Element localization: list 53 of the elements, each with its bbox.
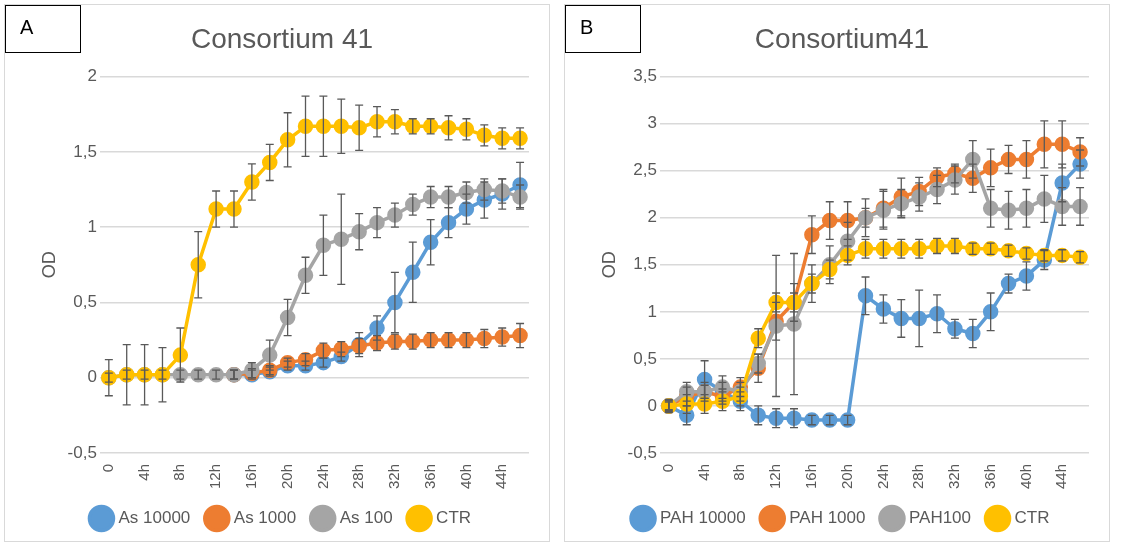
legend-label: CTR xyxy=(1014,508,1050,528)
x-tick-label: 20h xyxy=(277,463,295,489)
x-tick-label: 4h xyxy=(694,463,712,481)
text: A xyxy=(5,5,81,53)
legend-label: As 1000 xyxy=(233,508,297,528)
x-tick-label: 40h xyxy=(456,463,474,489)
x-tick-label: 24h xyxy=(313,463,331,489)
x-tick-label: 28h xyxy=(909,463,927,489)
x-tick-label: 24h xyxy=(873,463,891,489)
y-tick-label: 0 xyxy=(87,367,97,387)
x-tick-label: 32h xyxy=(945,463,963,489)
x-tick-label: 40h xyxy=(1016,463,1034,489)
legend-label: PAH 1000 xyxy=(789,508,866,528)
x-tick-label: 0 xyxy=(658,463,676,473)
x-tick-label: 16h xyxy=(802,463,820,489)
x-tick-label: 44h xyxy=(1052,463,1070,489)
legend-label: CTR xyxy=(436,508,472,528)
x-tick-label: 36h xyxy=(980,463,998,489)
x-tick-label: 8h xyxy=(170,463,188,481)
y-tick-label: 1,5 xyxy=(73,141,97,161)
x-tick-label: 36h xyxy=(420,463,438,489)
x-tick-label: 44h xyxy=(492,463,510,489)
y-tick-label: 1 xyxy=(647,301,657,321)
y-tick-label: -0,5 xyxy=(627,442,657,462)
y-axis-title: OD xyxy=(38,251,59,279)
y-tick-label: 3 xyxy=(647,113,657,133)
chart-title: Consortium 41 xyxy=(190,22,374,54)
y-tick-label: 0,5 xyxy=(633,348,657,368)
x-tick-label: 16h xyxy=(242,463,260,489)
chart-title: Consortium41 xyxy=(754,22,930,54)
y-tick-label: 0,5 xyxy=(73,292,97,312)
x-tick-label: 8h xyxy=(730,463,748,481)
y-axis-title: OD xyxy=(598,251,619,279)
y-tick-label: 1,5 xyxy=(633,254,657,274)
x-tick-label: 4h xyxy=(134,463,152,481)
y-tick-label: 1 xyxy=(87,216,97,236)
legend-label: PAH100 xyxy=(908,508,972,528)
x-tick-label: 28h xyxy=(349,463,367,489)
legend-label: As 100 xyxy=(339,508,393,528)
y-tick-label: 3,5 xyxy=(633,66,657,86)
y-tick-label: 2 xyxy=(647,207,657,227)
x-tick-label: 12h xyxy=(206,463,224,489)
text: B xyxy=(565,5,641,53)
x-tick-label: 0 xyxy=(98,463,116,473)
y-tick-label: 0 xyxy=(647,395,657,415)
x-tick-label: 12h xyxy=(766,463,784,489)
y-tick-label: 2 xyxy=(87,66,97,86)
y-tick-label: 2,5 xyxy=(633,160,657,180)
x-tick-label: 32h xyxy=(385,463,403,489)
y-tick-label: -0,5 xyxy=(67,442,97,462)
legend-label: As 10000 xyxy=(118,508,191,528)
x-tick-label: 20h xyxy=(837,463,855,489)
legend-label: PAH 10000 xyxy=(660,508,746,528)
